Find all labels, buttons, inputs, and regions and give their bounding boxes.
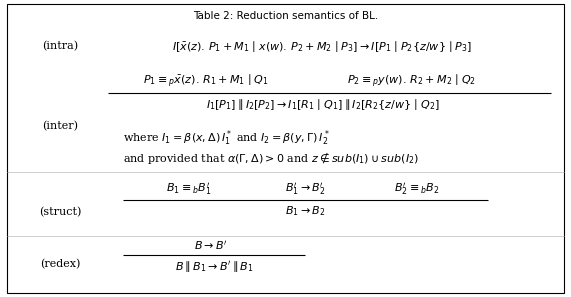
Text: Table 2: Reduction semantics of BL.: Table 2: Reduction semantics of BL. <box>193 11 378 21</box>
Text: $I[\bar{x}(z).\, P_1 + M_1 \mid x(w).\, P_2 + M_2 \mid P_3] \rightarrow I[P_1 \m: $I[\bar{x}(z).\, P_1 + M_1 \mid x(w).\, … <box>172 39 473 53</box>
Text: $B_1' \rightarrow B_2'$: $B_1' \rightarrow B_2'$ <box>286 181 325 197</box>
Text: (inter): (inter) <box>42 121 78 131</box>
Text: $B \parallel B_1 \rightarrow B' \parallel B_1$: $B \parallel B_1 \rightarrow B' \paralle… <box>175 259 254 274</box>
Text: $P_2 \equiv_p y(w).\, R_2 + M_2 \mid Q_2$: $P_2 \equiv_p y(w).\, R_2 + M_2 \mid Q_2… <box>347 73 476 90</box>
Text: (intra): (intra) <box>42 41 78 51</box>
Text: $B_1 \equiv_b B_1'$: $B_1 \equiv_b B_1'$ <box>166 181 211 197</box>
Text: $I_1[P_1] \parallel I_2[P_2] \rightarrow I_1[R_1 \mid Q_1] \parallel I_2[R_2\{z/: $I_1[P_1] \parallel I_2[P_2] \rightarrow… <box>206 97 440 112</box>
Text: where $I_1 = \beta(x, \Delta)\, I_1^*$ and $I_2 = \beta(y, \Gamma)\, I_2^*$: where $I_1 = \beta(x, \Delta)\, I_1^*$ a… <box>123 128 330 148</box>
Text: $B_2' \equiv_b B_2$: $B_2' \equiv_b B_2$ <box>394 181 440 197</box>
Text: $B \rightarrow B'$: $B \rightarrow B'$ <box>194 238 228 252</box>
Text: (redex): (redex) <box>40 259 80 269</box>
Text: and provided that $\alpha(\Gamma, \Delta) > 0$ and $z \notin \mathit{sub}(I_1) \: and provided that $\alpha(\Gamma, \Delta… <box>123 150 419 166</box>
Text: $P_1 \equiv_p \bar{x}(z).\, R_1 + M_1 \mid Q_1$: $P_1 \equiv_p \bar{x}(z).\, R_1 + M_1 \m… <box>143 73 268 90</box>
Text: (struct): (struct) <box>39 207 81 217</box>
Text: $B_1 \rightarrow B_2$: $B_1 \rightarrow B_2$ <box>286 205 325 218</box>
